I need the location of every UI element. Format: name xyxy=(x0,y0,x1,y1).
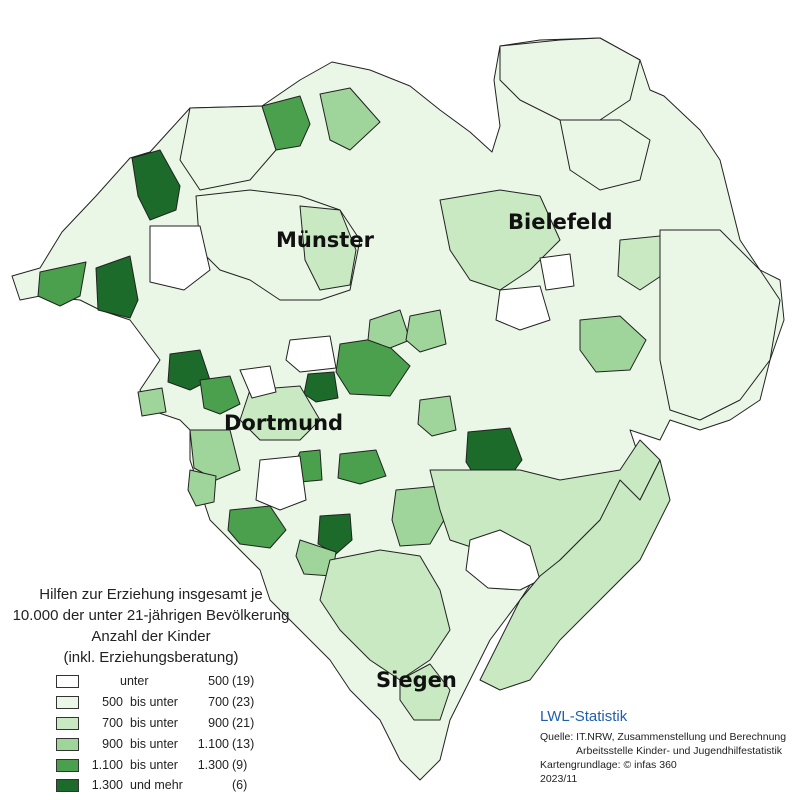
district-region xyxy=(303,371,339,403)
legend-relation: unter xyxy=(120,674,149,688)
city-label-bielefeld: Bielefeld xyxy=(508,210,613,234)
legend-relation: bis unter xyxy=(130,758,178,772)
legend-from: 900 xyxy=(102,737,123,751)
district-region xyxy=(319,549,451,681)
legend-relation: bis unter xyxy=(130,716,178,730)
district-region xyxy=(189,429,241,481)
legend-item: 500 bis unter 700 (23) xyxy=(56,695,256,711)
district-region xyxy=(239,365,277,399)
district-region xyxy=(465,529,541,591)
legend-from: 500 xyxy=(102,695,123,709)
brand-label: LWL-Statistik xyxy=(540,708,628,725)
legend-swatch xyxy=(56,759,79,772)
legend-from: 700 xyxy=(102,716,123,730)
legend-relation: bis unter xyxy=(130,737,178,751)
district-region xyxy=(95,255,139,319)
city-label-siegen: Siegen xyxy=(376,668,457,692)
legend-from: 1.300 xyxy=(91,778,123,792)
city-label-muenster: Münster xyxy=(276,228,374,252)
source-line: Arbeitsstelle Kinder- und Jugendhilfesta… xyxy=(576,745,783,757)
district-region xyxy=(559,119,651,191)
district-region xyxy=(405,309,447,353)
legend-item: 900 bis unter 1.100 (13) xyxy=(56,737,256,753)
district-region xyxy=(317,513,353,555)
district-region xyxy=(37,261,87,307)
legend-count: (9) xyxy=(232,758,248,772)
legend-count: (23) xyxy=(232,695,255,709)
legend-relation: und mehr xyxy=(130,778,183,792)
district-region xyxy=(417,395,457,437)
district-region xyxy=(319,87,381,151)
legend-title: Hilfen zur Erziehung insgesamt je 10.000… xyxy=(0,584,302,668)
map-regions xyxy=(11,37,785,781)
district-region xyxy=(539,253,575,291)
legend-to: 700 xyxy=(208,695,229,709)
legend-title-line: (inkl. Erziehungsberatung) xyxy=(63,649,239,666)
legend-swatch xyxy=(56,696,79,709)
legend-item: 700 bis unter 900 (21) xyxy=(56,716,256,732)
district-region xyxy=(239,385,321,441)
legend-item: 1.100 bis unter 1.300 (9) xyxy=(56,758,256,774)
source-line: Quelle: IT.NRW, Zusammenstellung und Ber… xyxy=(540,731,787,743)
district-region xyxy=(199,375,241,415)
district-region xyxy=(579,315,647,373)
district-region xyxy=(137,387,167,417)
district-region xyxy=(439,189,561,291)
legend-count: (6) xyxy=(232,778,248,792)
district-region xyxy=(399,663,451,721)
legend-swatch xyxy=(56,779,79,792)
legend-title-line: Hilfen zur Erziehung insgesamt je xyxy=(39,586,263,603)
legend-to: 1.300 xyxy=(197,758,229,772)
district-region xyxy=(285,335,337,373)
district-region xyxy=(337,449,387,485)
district-region xyxy=(255,455,307,511)
district-region xyxy=(299,205,357,291)
city-label-dortmund: Dortmund xyxy=(224,411,344,435)
source-line: 2023/11 xyxy=(540,773,578,785)
legend-count: (19) xyxy=(232,674,255,688)
district-region xyxy=(495,285,551,331)
legend-title-line: 10.000 der unter 21-jährigen Bevölkerung xyxy=(12,607,290,624)
source-note: Quelle: IT.NRW, Zusammenstellung und Ber… xyxy=(540,730,786,786)
legend-title-line: Anzahl der Kinder xyxy=(91,628,211,645)
district-region xyxy=(367,309,411,349)
legend-swatch xyxy=(56,675,79,688)
legend-to: 900 xyxy=(208,716,229,730)
legend-swatch xyxy=(56,738,79,751)
source-line: Kartengrundlage: © infas 360 xyxy=(540,759,677,771)
district-region xyxy=(499,37,641,121)
legend-from: 1.100 xyxy=(91,758,123,772)
district-region xyxy=(295,539,337,577)
district-region xyxy=(131,149,181,221)
district-region xyxy=(261,95,311,151)
district-region xyxy=(479,459,671,691)
legend-relation: bis unter xyxy=(130,695,178,709)
legend-item: unter 500 (19) xyxy=(56,674,256,690)
legend-count: (21) xyxy=(232,716,255,730)
legend-item: 1.300 und mehr (6) xyxy=(56,778,256,794)
district-region xyxy=(617,235,671,291)
legend-to: 500 xyxy=(208,674,229,688)
legend-to: 1.100 xyxy=(197,737,229,751)
district-region xyxy=(187,469,217,507)
legend-count: (13) xyxy=(232,737,255,751)
legend-swatch xyxy=(56,717,79,730)
district-region xyxy=(149,225,211,291)
district-region xyxy=(659,229,781,421)
